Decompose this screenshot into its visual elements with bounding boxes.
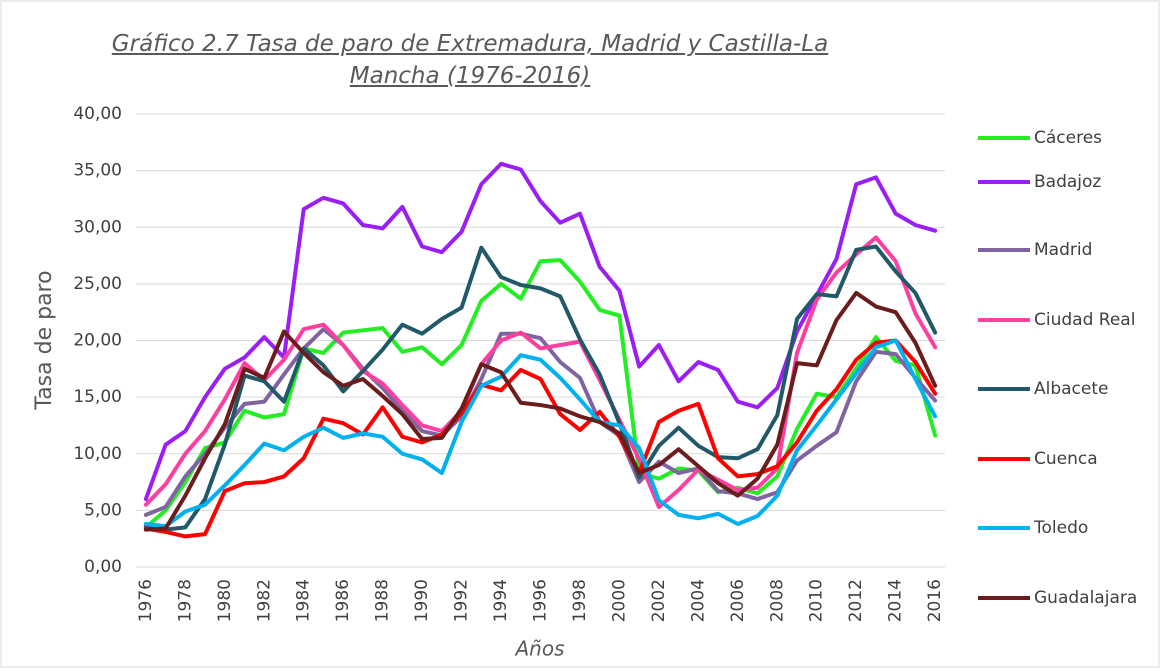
x-tick-label: 2016 xyxy=(925,579,945,622)
series-line xyxy=(143,235,938,509)
y-tick-label: 10,00 xyxy=(73,444,122,464)
x-tick-label: 2014 xyxy=(886,579,906,622)
x-tick-label: 2006 xyxy=(728,579,748,622)
series-line xyxy=(143,338,938,539)
x-tick-label: 1978 xyxy=(175,579,195,622)
legend-label: Albacete xyxy=(1034,379,1109,399)
x-tick-label: 1996 xyxy=(531,579,551,622)
legend-label: Cuenca xyxy=(1034,449,1098,469)
series-line xyxy=(143,258,938,530)
series-line xyxy=(143,327,938,517)
y-tick-label: 30,00 xyxy=(73,217,122,237)
x-tick-label: 2008 xyxy=(767,579,787,622)
x-tick-label: 1990 xyxy=(412,579,432,622)
x-tick-label: 1992 xyxy=(452,579,472,622)
x-tick-label: 1982 xyxy=(254,579,274,622)
x-axis-title: Años xyxy=(513,637,564,661)
x-tick-label: 2002 xyxy=(649,579,669,622)
y-tick-label: 35,00 xyxy=(73,161,122,181)
x-tick-label: 1998 xyxy=(570,579,590,622)
legend-label: Toledo xyxy=(1033,518,1088,538)
y-tick-label: 40,00 xyxy=(73,104,122,124)
y-tick-label: 25,00 xyxy=(73,274,122,294)
x-tick-label: 1994 xyxy=(491,579,511,622)
x-tick-label: 1980 xyxy=(215,579,235,622)
series-line xyxy=(143,161,938,502)
series-line xyxy=(143,290,938,532)
x-tick-label: 2000 xyxy=(609,579,629,622)
x-tick-label: 2012 xyxy=(846,579,866,622)
y-tick-label: 5,00 xyxy=(84,500,122,520)
legend-label: Ciudad Real xyxy=(1034,310,1135,330)
y-tick-label: 0,00 xyxy=(84,557,122,577)
x-tick-label: 2010 xyxy=(807,579,827,622)
y-axis-title: Tasa de paro xyxy=(32,270,57,410)
y-tick-label: 15,00 xyxy=(73,387,122,407)
series-line xyxy=(143,244,938,532)
x-tick-label: 1984 xyxy=(294,579,314,622)
series-line xyxy=(143,338,938,529)
y-tick-label: 20,00 xyxy=(73,331,122,351)
x-tick-label: 1976 xyxy=(136,579,156,622)
legend-label: Badajoz xyxy=(1034,172,1101,192)
x-tick-label: 1986 xyxy=(333,579,353,622)
chart-title: Gráfico 2.7 Tasa de paro de Extremadura,… xyxy=(111,31,829,89)
legend-label: Cáceres xyxy=(1034,128,1102,148)
x-tick-label: 2004 xyxy=(688,579,708,622)
legend-label: Madrid xyxy=(1034,240,1092,260)
x-tick-label: 1988 xyxy=(373,579,393,622)
legend-label: Guadalajara xyxy=(1034,588,1137,608)
